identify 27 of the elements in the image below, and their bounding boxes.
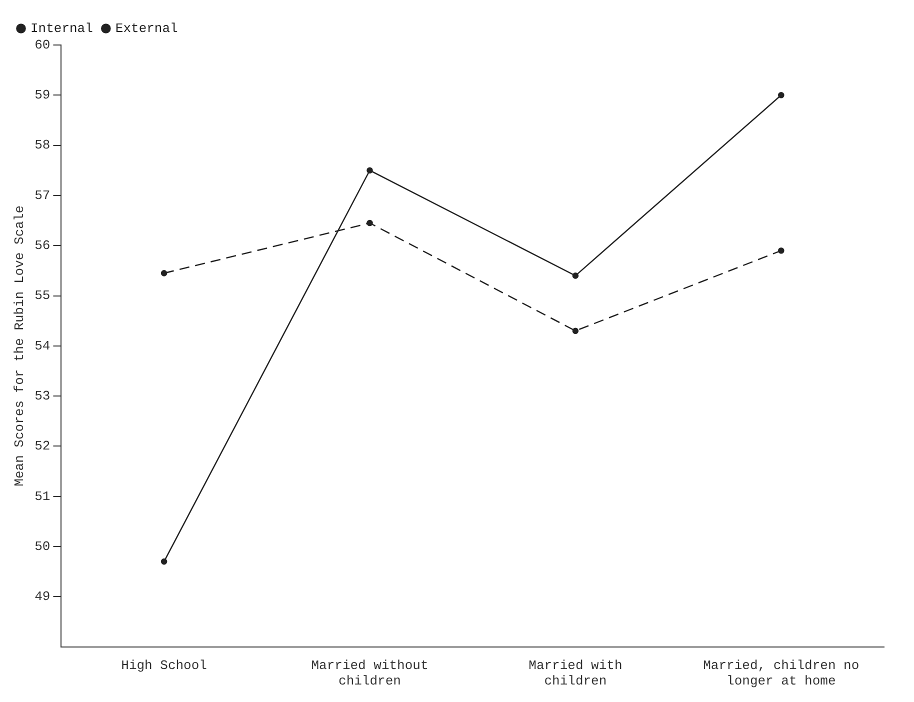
y-tick-label: 54 <box>34 338 50 354</box>
point <box>366 167 373 174</box>
point <box>778 247 784 254</box>
point <box>160 558 168 565</box>
y-tick-label: 58 <box>34 138 50 153</box>
y-tick-label: 57 <box>34 188 50 203</box>
x-tick-label: Married, children no longer at home <box>703 658 860 689</box>
y-tick-label: 49 <box>34 589 50 604</box>
y-tick-label: 53 <box>34 388 50 404</box>
y-axis-title: Mean Scores for the Rubin Love Scale <box>12 205 28 486</box>
y-tick-label: 56 <box>34 238 50 254</box>
y-tick-label: 52 <box>34 438 50 454</box>
x-tick-label: High School <box>121 658 208 674</box>
y-tick-label: 59 <box>34 88 50 103</box>
y-tick-label: 60 <box>34 37 50 52</box>
point <box>778 92 784 98</box>
point <box>366 220 373 226</box>
legend-label: External <box>115 20 178 36</box>
y-tick-label: 55 <box>34 288 50 304</box>
y-tick-label: 51 <box>34 488 50 504</box>
point <box>160 270 168 276</box>
x-tick-label: Married with children <box>528 658 622 689</box>
y-tick-label: 50 <box>34 538 50 554</box>
point <box>572 272 579 279</box>
legend-label: Internal <box>30 20 94 36</box>
x-tick-label: Married without children <box>311 658 428 689</box>
point <box>572 328 579 334</box>
